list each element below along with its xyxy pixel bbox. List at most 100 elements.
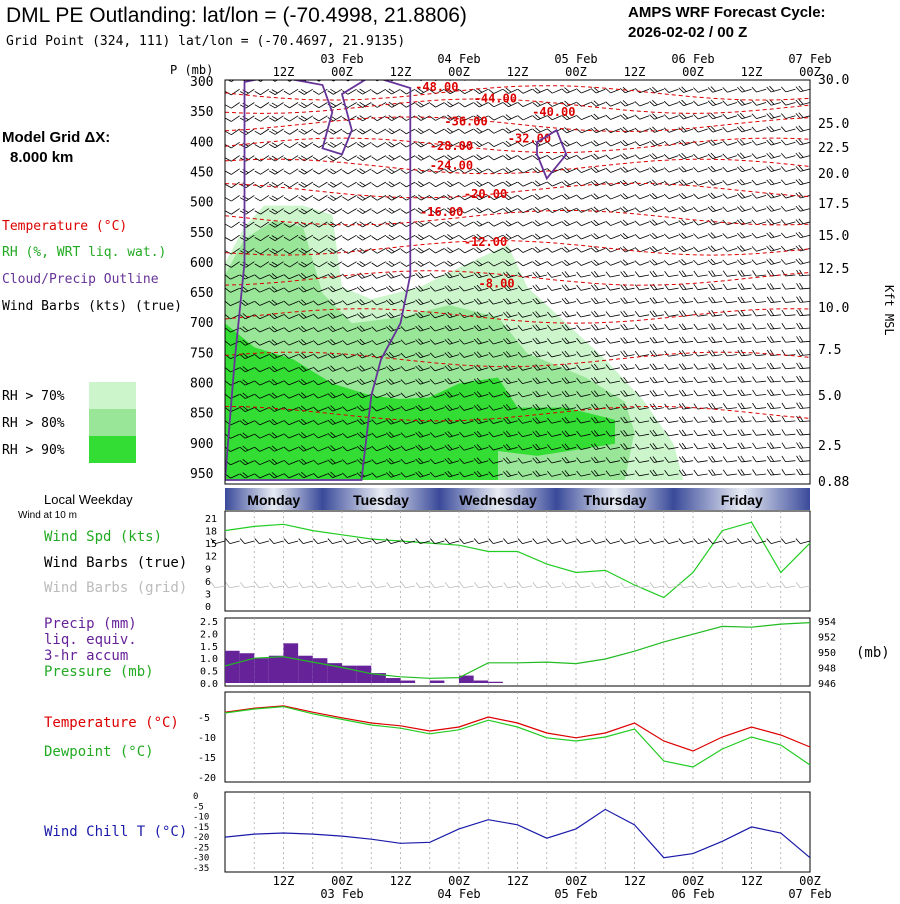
- barb-staff: [610, 314, 620, 318]
- barb-flag: [488, 352, 494, 358]
- barb-flag: [473, 142, 480, 148]
- barb-staff: [668, 168, 679, 173]
- barb-staff: [785, 234, 796, 239]
- barb-flag: [681, 456, 687, 463]
- barb-staff: [347, 208, 357, 215]
- barb-staff: [362, 128, 372, 135]
- barb-staff: [770, 367, 781, 370]
- barb-flag: [722, 233, 728, 239]
- barb-flag: [488, 444, 494, 451]
- barb-flag: [330, 181, 337, 187]
- barb-flag: [505, 324, 512, 331]
- barb-staff: [225, 473, 226, 479]
- barb-staff: [741, 540, 752, 544]
- barb-staff: [639, 155, 650, 160]
- height-tick: 5.0: [818, 389, 841, 404]
- precip-bar: [400, 680, 416, 683]
- barb-flag: [213, 405, 218, 412]
- barb-flag: [213, 352, 218, 359]
- barb-flag: [634, 443, 640, 450]
- barb-staff: [726, 585, 737, 589]
- wind-barb: [268, 286, 284, 293]
- wind-barb: [517, 155, 533, 161]
- barb-staff: [391, 181, 401, 188]
- barb-flag: [593, 113, 600, 119]
- barb-staff: [362, 248, 372, 254]
- wind-barb: [547, 391, 562, 398]
- barb-flag: [769, 112, 775, 119]
- barb-flag: [799, 442, 804, 449]
- barb-flag: [737, 469, 742, 476]
- barb-flag: [722, 323, 728, 330]
- wind-barb: [269, 234, 284, 241]
- barb-staff: [361, 585, 372, 589]
- bottom-hour-tick: 00Z: [331, 874, 353, 888]
- barb-staff: [654, 540, 664, 544]
- barb-staff: [449, 248, 460, 254]
- barb-staff: [537, 88, 547, 94]
- wind-barb: [576, 404, 591, 411]
- barb-flag: [576, 207, 582, 213]
- barb-flag: [708, 350, 713, 357]
- barb-flag: [298, 196, 305, 202]
- barb-staff: [231, 195, 240, 202]
- barb-staff: [332, 367, 343, 372]
- wind-barb: [664, 270, 679, 278]
- barb-flag: [371, 262, 378, 267]
- barb-staff: [785, 585, 796, 589]
- barb-flag: [476, 430, 482, 437]
- barb-flag: [681, 258, 687, 265]
- barb-flag: [444, 285, 450, 292]
- wind-barb: [532, 337, 547, 345]
- barb-flag: [342, 432, 348, 438]
- barb-staff: [245, 301, 255, 306]
- barb-staff: [390, 540, 401, 544]
- barb-flag: [769, 231, 775, 238]
- wind-barb: [795, 231, 810, 239]
- weekday-name: Monday: [247, 492, 300, 508]
- barb-staff: [245, 407, 255, 413]
- wind-barb: [796, 309, 810, 317]
- barb-flag: [254, 263, 261, 268]
- barb-staff: [464, 208, 474, 214]
- wind-barb: [327, 168, 343, 175]
- barb-flag: [429, 339, 436, 345]
- barb-flag: [796, 376, 801, 383]
- barb-staff: [245, 327, 255, 333]
- barb-flag: [444, 339, 450, 345]
- barb-flag: [385, 326, 392, 332]
- wind-barb: [517, 261, 533, 267]
- barb-staff: [420, 168, 430, 174]
- barb-staff: [405, 460, 416, 465]
- barb-flag: [400, 326, 406, 332]
- barb-flag: [561, 115, 568, 121]
- wind-barb: [415, 431, 430, 438]
- barb-flag: [564, 337, 570, 344]
- barb-flag: [342, 300, 348, 306]
- wind-barb: [298, 325, 313, 333]
- barb-flag: [576, 444, 582, 450]
- barb-flag: [681, 245, 687, 251]
- barb-staff: [274, 407, 284, 412]
- wind-barb: [356, 418, 372, 425]
- barb-flag: [620, 470, 626, 477]
- wspd-tick: 9: [205, 564, 211, 575]
- barb-staff: [800, 287, 810, 290]
- wind-barb: [312, 102, 328, 109]
- barb-flag: [418, 351, 424, 358]
- barb-staff: [420, 394, 430, 398]
- wind-barb: [488, 391, 504, 398]
- wind-barb: [503, 390, 518, 398]
- barb-flag: [327, 472, 333, 478]
- barb-flag: [634, 194, 641, 200]
- wind-barb: [546, 234, 562, 240]
- wind-barb: [737, 179, 752, 186]
- barb-flag: [444, 248, 451, 254]
- wind-barb: [312, 353, 328, 359]
- barb-flag: [535, 73, 540, 80]
- barb-flag: [634, 167, 641, 173]
- barb-flag: [300, 128, 308, 134]
- wind-barb: [590, 140, 606, 147]
- barb-staff: [225, 301, 226, 307]
- barb-flag: [561, 298, 567, 305]
